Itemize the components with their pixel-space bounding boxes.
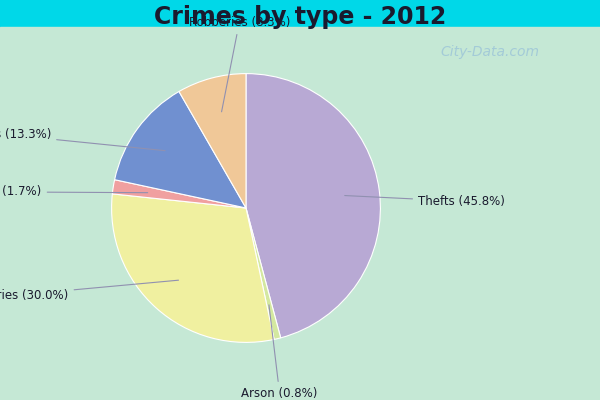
Text: Auto thefts (1.7%): Auto thefts (1.7%) xyxy=(0,185,148,198)
Text: Burglaries (30.0%): Burglaries (30.0%) xyxy=(0,280,179,302)
Text: Thefts (45.8%): Thefts (45.8%) xyxy=(345,195,505,208)
Wedge shape xyxy=(246,74,380,338)
Wedge shape xyxy=(112,194,274,342)
Text: Arson (0.8%): Arson (0.8%) xyxy=(241,305,318,400)
Bar xyxy=(0,0,600,30)
Wedge shape xyxy=(179,74,246,208)
Wedge shape xyxy=(246,208,281,340)
Text: Crimes by type - 2012: Crimes by type - 2012 xyxy=(154,5,446,29)
Wedge shape xyxy=(115,92,246,208)
Text: City-Data.com: City-Data.com xyxy=(440,45,539,59)
Text: Assaults (13.3%): Assaults (13.3%) xyxy=(0,128,165,151)
Wedge shape xyxy=(112,180,246,208)
Text: Robberies (8.3%): Robberies (8.3%) xyxy=(188,16,290,112)
